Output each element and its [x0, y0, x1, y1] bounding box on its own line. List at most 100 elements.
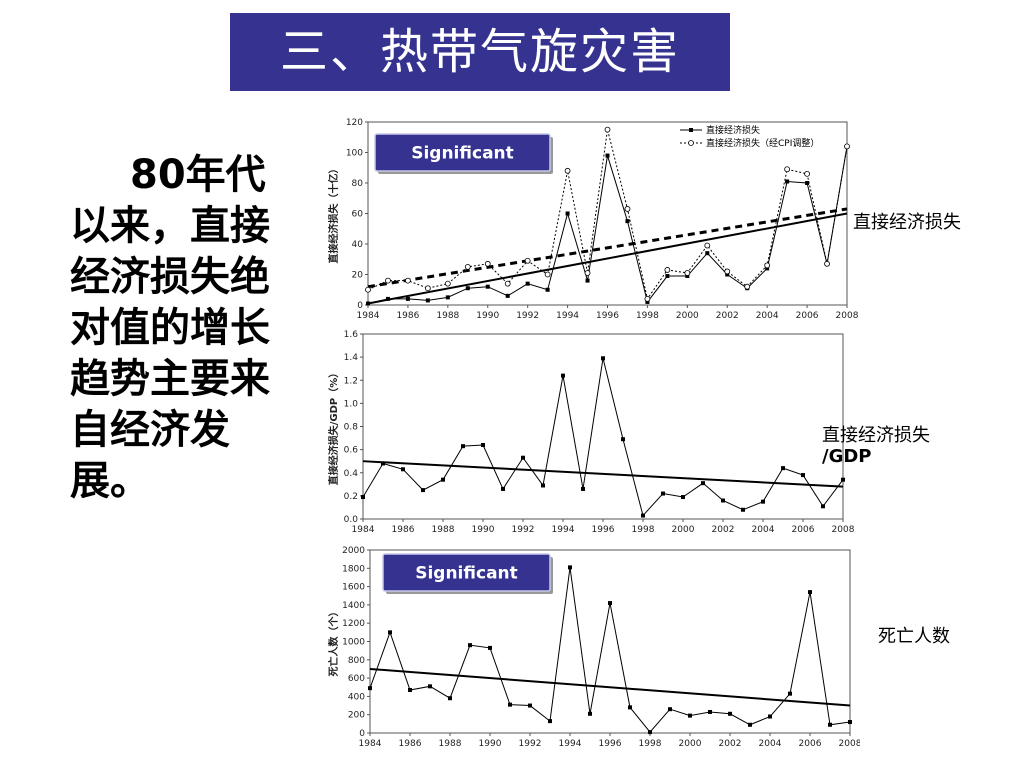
significant-badge-label: Significant: [415, 564, 518, 584]
data-point: [721, 498, 725, 503]
data-point: [788, 691, 792, 696]
data-point: [541, 483, 545, 488]
x-tick-label: 2008: [832, 525, 855, 535]
y-tick-label: 1200: [342, 619, 365, 629]
data-point-cpi: [664, 267, 671, 273]
data-point: [781, 466, 785, 471]
data-point-cpi: [484, 260, 491, 267]
x-tick-label: 1992: [512, 525, 535, 535]
y-axis-label: 直接经济损失（十亿）: [327, 164, 340, 264]
data-point-cpi: [824, 260, 830, 267]
data-point-cpi: [464, 263, 471, 270]
y-tick-label: 0.8: [344, 423, 359, 433]
data-point: [605, 153, 610, 158]
data-point-cpi: [684, 270, 691, 276]
data-point: [548, 719, 552, 724]
data-point-cpi: [784, 166, 791, 173]
x-tick-label: 2008: [839, 739, 860, 749]
data-point-cpi: [564, 167, 571, 174]
data-point: [445, 295, 450, 300]
x-tick-label: 1994: [559, 739, 582, 749]
y-tick-label: 1600: [342, 583, 365, 593]
x-tick-label: 1996: [592, 525, 615, 535]
y-tick-label: 1.0: [344, 399, 359, 409]
data-point: [665, 274, 670, 279]
significant-badge: [374, 133, 551, 172]
data-point: [545, 287, 550, 292]
data-point: [408, 687, 412, 692]
data-point: [485, 284, 490, 289]
data-point: [741, 507, 745, 512]
x-tick-label: 1998: [639, 739, 662, 749]
y-axis-label: 死亡人数（个）: [327, 607, 340, 677]
data-point-cpi: [544, 271, 551, 278]
data-point: [601, 356, 605, 361]
y-tick-label: 60: [352, 210, 364, 220]
data-point: [401, 467, 405, 472]
y-tick-label: 200: [348, 711, 365, 721]
data-point: [685, 274, 690, 279]
x-tick-label: 1986: [399, 739, 422, 749]
y-tick-label: 1000: [342, 638, 365, 648]
x-tick-label: 1992: [516, 311, 539, 321]
x-tick-label: 1984: [357, 311, 380, 321]
data-point: [368, 686, 372, 691]
data-point: [361, 495, 365, 500]
x-tick-label: 1988: [436, 311, 459, 321]
trend-line: [369, 667, 851, 707]
data-point: [608, 601, 612, 606]
y-tick-label: 0.2: [344, 492, 358, 502]
data-point-cpi: [444, 280, 451, 287]
data-point: [405, 296, 410, 301]
x-tick-label: 1998: [632, 525, 655, 535]
gdp-side-label-unit: /GDP: [822, 446, 872, 467]
data-point: [561, 373, 565, 378]
x-tick-label: 2002: [712, 525, 735, 535]
data-point: [808, 590, 812, 595]
data-point: [621, 437, 625, 442]
x-tick-label: 1996: [596, 311, 619, 321]
y-tick-label: 0.6: [344, 446, 359, 456]
data-point: [761, 499, 765, 504]
data-point: [568, 565, 572, 570]
y-tick-label: 600: [348, 674, 365, 684]
gdp-side-label: 直接经济损失: [822, 425, 930, 446]
data-point: [701, 481, 705, 486]
data-point: [501, 486, 505, 491]
data-point: [465, 286, 470, 291]
x-tick-label: 2006: [799, 739, 822, 749]
data-point-cpi: [804, 170, 810, 177]
data-point: [765, 266, 770, 271]
x-tick-label: 1998: [636, 311, 659, 321]
y-tick-label: 1.4: [344, 353, 359, 363]
data-point: [668, 707, 672, 712]
slide-title: 三、热带气旋灾害: [230, 13, 730, 91]
data-point: [488, 645, 492, 650]
data-point: [748, 722, 752, 727]
data-point: [505, 293, 510, 298]
data-point: [805, 181, 810, 185]
data-point: [381, 461, 385, 466]
data-point: [481, 443, 485, 447]
x-tick-label: 1994: [556, 311, 579, 321]
y-tick-label: 0: [357, 301, 363, 311]
legend-label: 直接经济损失: [706, 124, 760, 136]
data-point: [565, 211, 570, 216]
series-line: [362, 358, 844, 517]
data-point-cpi: [724, 268, 731, 275]
significant-badge-label: Significant: [411, 144, 514, 164]
data-point: [785, 179, 790, 184]
data-point: [708, 709, 712, 714]
data-point-cpi: [744, 283, 751, 290]
x-tick-label: 1988: [432, 525, 455, 535]
data-point: [728, 711, 732, 716]
data-point: [508, 702, 512, 707]
data-point: [848, 720, 852, 725]
gdp-ratio-chart: 0.0 0.2 0.4 0.6 0.8 1.0 1.2 1.4 1.6 1984 1986 1988 1…: [327, 330, 855, 535]
data-point: [448, 696, 452, 701]
data-point: [428, 684, 432, 689]
x-tick-label: 2000: [672, 525, 695, 535]
data-point-cpi: [624, 206, 631, 212]
y-tick-label: 20: [352, 271, 364, 281]
data-point: [648, 730, 652, 735]
